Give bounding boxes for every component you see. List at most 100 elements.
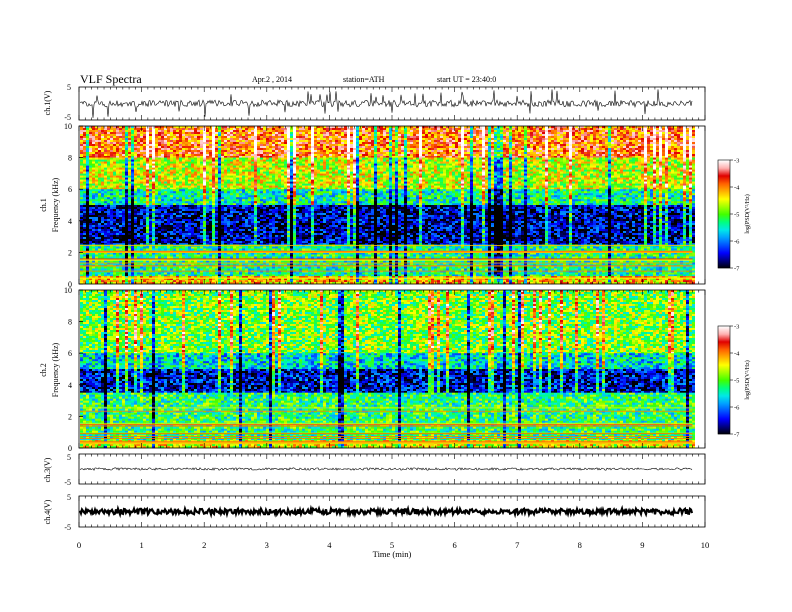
- spec1-img-cell: [98, 156, 101, 158]
- spec1-img-cell: [119, 187, 122, 190]
- spec1-img-cell: [212, 152, 215, 155]
- spec1-img-cell: [194, 138, 197, 141]
- spec1-img-cell: [89, 221, 92, 224]
- spec1-img-cell: [230, 163, 233, 166]
- spec1-img-cell: [185, 217, 188, 220]
- spec1-img-cell: [206, 191, 209, 194]
- spec1-img-cell: [248, 173, 251, 176]
- spec1-img-cell: [257, 183, 260, 186]
- spec1-img-cell: [188, 150, 191, 153]
- spec1-img-cell: [194, 179, 197, 182]
- spec1-img-cell: [128, 187, 131, 190]
- spec1-img-cell: [149, 128, 152, 131]
- spec1-img-cell: [101, 270, 104, 273]
- spec1-img-cell: [248, 130, 251, 133]
- spec1-img-cell: [263, 266, 266, 269]
- spec1-img-cell: [86, 217, 89, 220]
- spec1-img-cell: [185, 266, 188, 269]
- spec1-img-cell: [245, 268, 248, 271]
- spec1-img-cell: [122, 159, 125, 162]
- spec1-img-cell: [152, 205, 155, 208]
- spec1-img-cell: [116, 239, 119, 242]
- spec1-img-cell: [212, 201, 215, 204]
- spec1-img-cell: [206, 195, 209, 198]
- spec1-img-cell: [185, 262, 188, 265]
- spec1-img-cell: [242, 219, 245, 222]
- spec1-img-cell: [134, 142, 137, 145]
- spec1-img-cell: [206, 254, 209, 257]
- spec1-img-cell: [242, 270, 245, 273]
- spec1-img-cell: [170, 276, 173, 279]
- spec1-img-cell: [119, 201, 122, 204]
- spec1-img-cell: [203, 130, 206, 133]
- spec1-img-cell: [143, 181, 146, 184]
- spec1-img-cell: [95, 233, 98, 236]
- spec1-img-cell: [155, 156, 158, 158]
- spec1-img-cell: [155, 128, 158, 131]
- spec1-img-cell: [257, 199, 260, 202]
- spec1-img-cell: [200, 231, 203, 234]
- spec1-img-cell: [215, 179, 218, 182]
- spec1-img-cell: [131, 181, 134, 184]
- spec1-img-cell: [182, 272, 185, 275]
- spec1-img-cell: [263, 144, 266, 147]
- spec1-img-cell: [251, 154, 254, 157]
- spec1-img-cell: [263, 199, 266, 202]
- spec1-img-cell: [146, 254, 149, 257]
- spec1-img-cell: [161, 203, 164, 206]
- spec1-img-cell: [86, 173, 89, 176]
- spec1-img-cell: [155, 254, 158, 257]
- spec1-img-cell: [230, 134, 233, 137]
- spec1-img-cell: [161, 126, 164, 129]
- spec1-img-cell: [152, 195, 155, 198]
- spec1-img-cell: [161, 197, 164, 200]
- spec1-img-cell: [245, 231, 248, 234]
- spec1-img-cell: [200, 209, 203, 212]
- spec1-img-cell: [221, 276, 224, 279]
- spec1-img-cell: [110, 239, 113, 242]
- spec1-img-cell: [197, 233, 200, 236]
- spec1-img-cell: [245, 154, 248, 157]
- spec1-img-cell: [161, 252, 164, 255]
- spec1-img-cell: [236, 132, 239, 135]
- spec1-img-cell: [236, 217, 239, 220]
- spec1-img-cell: [83, 167, 86, 170]
- spec1-img-cell: [185, 211, 188, 214]
- spec1-img-cell: [167, 225, 170, 228]
- spec1-img-cell: [182, 227, 185, 230]
- spec1-img-cell: [188, 142, 191, 145]
- spec1-img-cell: [230, 195, 233, 198]
- spec1-img-cell: [260, 175, 263, 178]
- spec1-img-cell: [155, 256, 158, 259]
- spec1-img-cell: [209, 150, 212, 153]
- spec1-img-cell: [251, 195, 254, 198]
- spec1-img-cell: [134, 276, 137, 279]
- spec1-img-cell: [83, 231, 86, 234]
- spec1-img-cell: [242, 157, 245, 160]
- spec1-img-cell: [137, 144, 140, 147]
- spec1-img-cell: [119, 163, 122, 166]
- spec1-img-cell: [89, 246, 92, 249]
- spec1-img-cell: [251, 185, 254, 188]
- spec1-img-cell: [188, 165, 191, 168]
- spec1-img-cell: [149, 237, 152, 240]
- spec1-img-cell: [131, 157, 134, 160]
- spec1-img-cell: [176, 221, 179, 224]
- spec1-img-cell: [125, 185, 128, 188]
- spec1-img-cell: [242, 146, 245, 149]
- spec1-img-cell: [158, 276, 161, 279]
- spec1-img-cell: [233, 219, 236, 222]
- spec1-img-cell: [173, 189, 176, 192]
- spec1-img-cell: [152, 132, 155, 135]
- spec1-img-cell: [125, 211, 128, 214]
- spec1-img-cell: [152, 165, 155, 168]
- spec1-img-cell: [125, 199, 128, 202]
- spec1-img-cell: [155, 134, 158, 137]
- date-label: Apr.2 , 2014: [252, 75, 292, 84]
- spec1-img-cell: [146, 199, 149, 202]
- spec1-img-cell: [254, 266, 257, 269]
- spec1-img-cell: [194, 246, 197, 249]
- spec1-img-cell: [164, 152, 167, 155]
- spec1-img-cell: [83, 197, 86, 200]
